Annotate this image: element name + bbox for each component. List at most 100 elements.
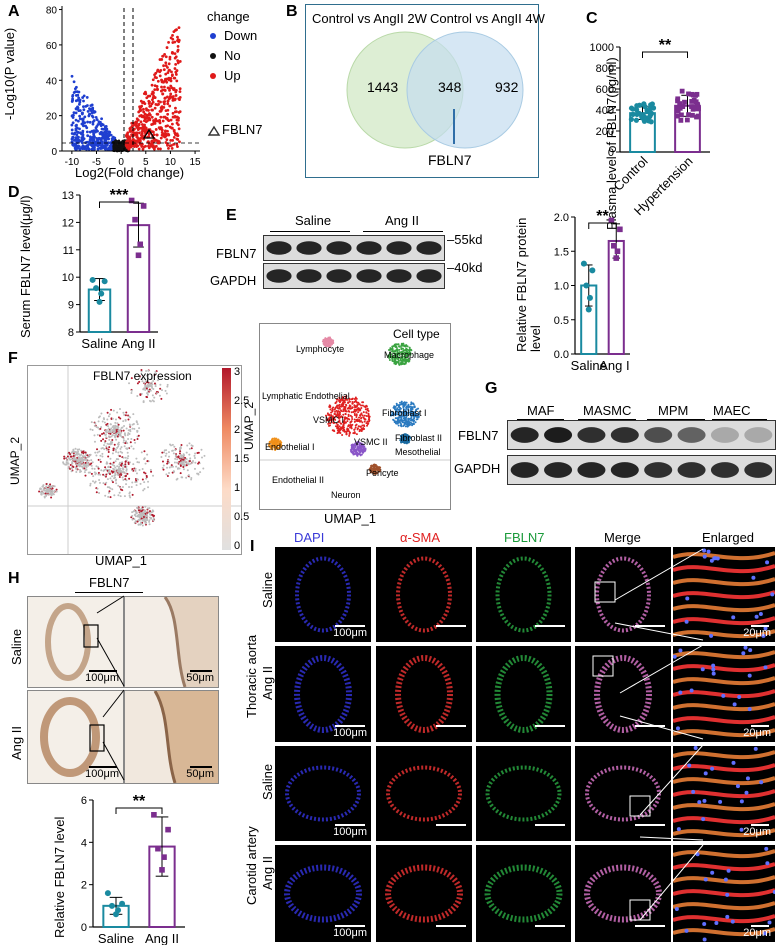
volcano-point-down [74, 99, 78, 103]
volcano-point-up [171, 73, 174, 77]
umap-expression-point [65, 459, 68, 462]
umap-expression-point [103, 444, 106, 447]
umap-expression-point [119, 428, 122, 431]
volcano-point-up [165, 80, 169, 84]
umap-expression-point [147, 486, 150, 489]
volcano-point-up [178, 60, 182, 63]
umap-expression-point [153, 382, 156, 385]
blot-band [610, 462, 639, 478]
umap-expression-point [48, 488, 51, 491]
volcano-point-up [172, 30, 176, 34]
umap-expression-point [186, 444, 189, 447]
volcano-point-down [81, 129, 85, 133]
umap-cluster-point [397, 424, 400, 427]
umap-cluster-point [348, 410, 351, 413]
umap-expression-point [140, 451, 143, 454]
umap-cluster-point [404, 437, 407, 440]
umap-cluster-point [394, 344, 397, 347]
volcano-point-up [172, 135, 176, 139]
volcano-point-down [105, 136, 109, 140]
umap-expression-point [99, 427, 102, 430]
umap-cluster-point [368, 468, 371, 471]
umap-cluster-point [356, 448, 359, 451]
umap-expression-point [132, 463, 135, 466]
umap-cluster-point [403, 442, 406, 445]
cluster-label-endothelial-i: Endothelial I [265, 442, 315, 452]
volcano-point-no [120, 143, 124, 147]
umap-expression-point [121, 461, 124, 464]
volcano-point-down [77, 90, 81, 94]
bar-point [630, 111, 636, 118]
umap-expression-point [119, 488, 122, 491]
umap-expression-point [55, 490, 58, 493]
volcano-point-up [159, 136, 163, 140]
umap-cluster-point [352, 444, 355, 447]
volcano-point-up [125, 134, 128, 137]
umap-expression-point [164, 377, 167, 380]
umap-expression-point [74, 447, 77, 450]
volcano-point-up [154, 128, 158, 131]
umap-expression-point [125, 427, 128, 430]
umap-expression-point [152, 387, 155, 390]
blot-band [744, 427, 773, 443]
umap-expression-point [179, 465, 182, 468]
umap-expression-point [143, 509, 146, 512]
panel-label-c: C [586, 10, 598, 27]
bar-point [96, 298, 103, 305]
ihc-scale-100-b: 100μm [85, 768, 119, 780]
umap-expression-point [128, 415, 131, 418]
umap-expression-point [110, 427, 113, 430]
umap-expression-point [120, 435, 123, 438]
umap-expression-point [104, 433, 107, 436]
volcano-point-up [177, 26, 181, 30]
volcano-point-up [129, 142, 133, 146]
umap-cluster-point [350, 450, 353, 453]
blot-e-angii-label: Ang II [385, 213, 419, 228]
volcano-point-up [151, 92, 155, 95]
micro-tile-r2-c1: 100μm [275, 646, 371, 742]
bar-point [611, 242, 617, 249]
volcano-point-up [140, 130, 144, 133]
umap-expression-point [143, 487, 146, 490]
umap-expression-point [111, 426, 114, 429]
volcano-point-down [85, 144, 89, 147]
volcano-point-up [170, 86, 174, 90]
volcano-point-up [173, 52, 177, 56]
umap-expression-point [45, 494, 48, 497]
protein-ylabel: Relative FBLN7 protein level [514, 217, 543, 352]
umap-expression-point [75, 471, 78, 474]
volcano-point-no [117, 147, 120, 151]
umap-cluster-point [268, 442, 271, 445]
volcano-point-up [162, 64, 165, 68]
umap-cluster-point [394, 355, 397, 358]
umap-cluster-point [362, 401, 365, 404]
umap-expression-point [133, 518, 136, 521]
umap-cluster-point [360, 412, 363, 415]
umap-cluster-point [394, 409, 397, 412]
volcano-point-up [151, 108, 154, 112]
umap-cluster-point [411, 406, 414, 409]
volcano-point-down [86, 109, 90, 113]
umap-expression-point [90, 459, 93, 462]
umap-expression-point [141, 378, 144, 381]
volcano-point-down [86, 134, 90, 138]
umap-expression-point [131, 427, 134, 430]
umap-cluster-point [361, 445, 364, 448]
bar-point [648, 102, 654, 108]
volcano-xtick: -10 [65, 157, 80, 168]
volcano-point-up [178, 87, 182, 91]
blot-band [386, 269, 412, 283]
umap-expression-point [161, 451, 164, 454]
blot-g-fbln7 [507, 420, 776, 450]
umap-cluster-point [395, 354, 398, 357]
umap-cluster-point [336, 432, 339, 435]
umap-cluster-point [404, 403, 407, 406]
umap-cluster-point [397, 404, 400, 407]
serum-ylabel: Serum FBLN7 level(μg/l) [18, 195, 33, 338]
umap-expression-point [123, 433, 126, 436]
volcano-point-down [72, 80, 76, 84]
umap-expression-frame [27, 365, 242, 555]
umap-expression-point [95, 454, 98, 457]
umap-expression-point [107, 448, 110, 451]
volcano-point-up [169, 92, 173, 96]
